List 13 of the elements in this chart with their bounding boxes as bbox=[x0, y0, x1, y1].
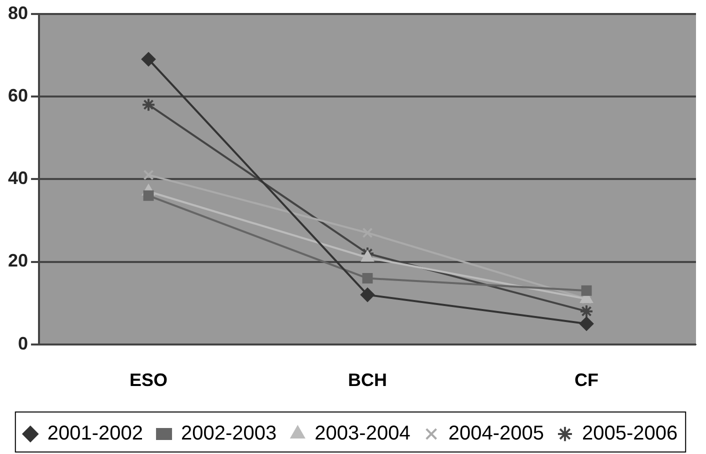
legend-label: 2001-2002 bbox=[47, 422, 144, 445]
legend-label: 2005-2006 bbox=[582, 422, 678, 445]
x-tick-label: CF bbox=[574, 370, 599, 390]
y-tick-label: 60 bbox=[8, 85, 28, 106]
y-tick-label: 20 bbox=[8, 250, 28, 271]
legend-label: 2002-2003 bbox=[181, 422, 277, 445]
x-tick-label: ESO bbox=[130, 370, 168, 390]
y-tick-label: 40 bbox=[8, 168, 28, 188]
y-tick-label: 80 bbox=[8, 2, 28, 23]
legend-label: 2004-2005 bbox=[448, 422, 544, 445]
y-tick-label: 0 bbox=[18, 333, 28, 354]
x-tick-label: BCH bbox=[348, 370, 388, 390]
legend-label: 2003-2004 bbox=[314, 422, 410, 445]
